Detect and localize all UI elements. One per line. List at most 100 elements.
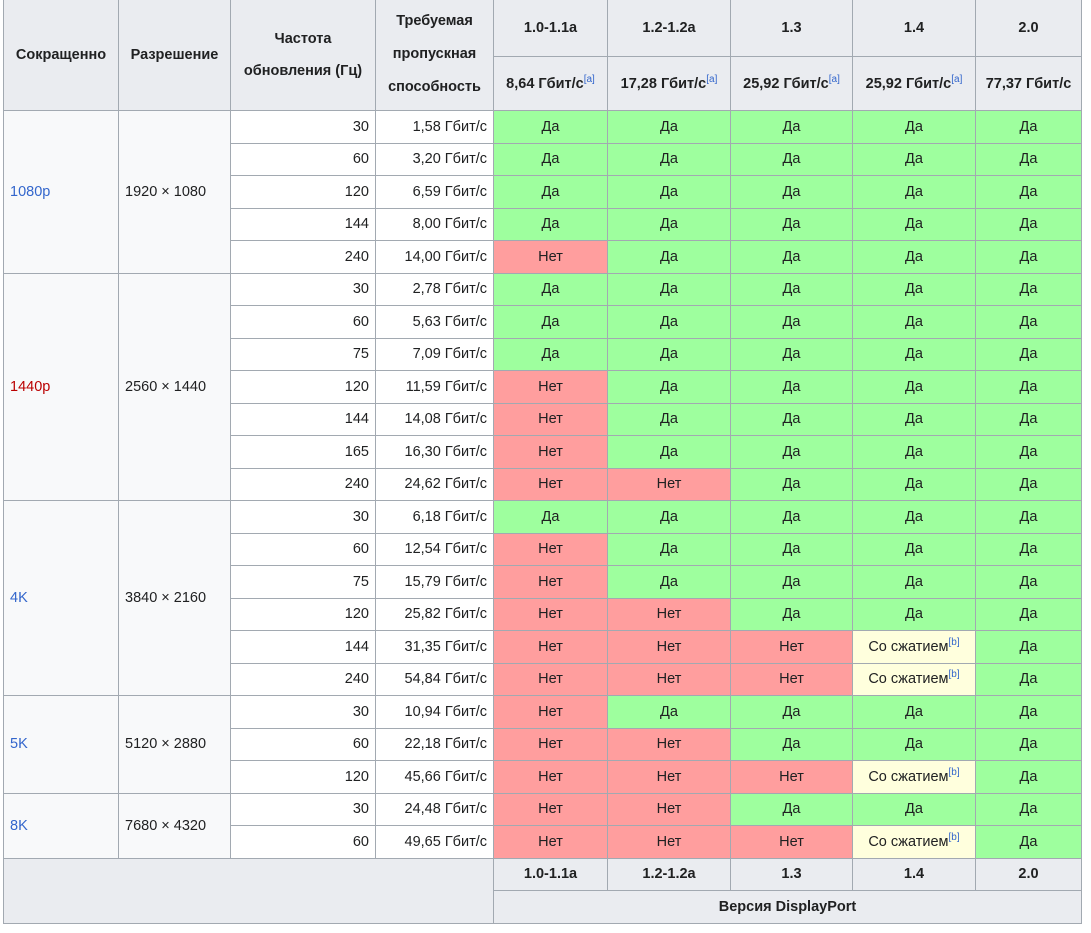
support-yes-cell: Да [975, 532, 1082, 566]
col-header-resolution: Разрешение [118, 0, 231, 111]
support-yes-cell: Да [975, 500, 1082, 534]
support-yes-cell: Да [730, 272, 853, 306]
compression-label: Со сжатием [868, 638, 949, 655]
support-yes-cell: Да [730, 565, 853, 599]
support-yes-cell: Да [730, 695, 853, 729]
support-yes-cell: Да [607, 337, 731, 371]
table-row: 120 6,59 Гбит/с Да Да Да Да Да [4, 175, 1082, 209]
version-rate: 25,92 Гбит/с [743, 75, 829, 92]
support-yes-cell: Да [493, 207, 608, 241]
table-row: 5K 5120 × 2880 30 10,94 Гбит/с Нет Да Да Да Да [3, 695, 1082, 794]
support-yes-cell: Да [852, 240, 976, 274]
support-yes-cell: Да [975, 467, 1082, 501]
footnote-link-a[interactable]: [a] [583, 73, 595, 85]
refresh-rate-cell: 75 [230, 337, 376, 371]
support-yes-cell: Да [975, 760, 1082, 794]
footer-empty-cell [3, 857, 494, 924]
support-yes-cell: Да [730, 792, 853, 826]
support-yes-cell: Да [975, 565, 1082, 599]
support-yes-cell: Да [975, 175, 1082, 209]
footer-row-caption: Версия DisplayPort [4, 889, 1082, 924]
support-yes-cell: Да [852, 792, 976, 826]
support-yes-cell: Да [975, 142, 1082, 176]
refresh-rate-cell: 30 [230, 792, 376, 826]
support-yes-cell: Да [607, 695, 731, 729]
support-yes-cell: Да [975, 597, 1082, 631]
support-yes-cell: Да [607, 305, 731, 339]
footnote-link-b[interactable]: [b] [948, 636, 960, 648]
resolution-cell: 1920 × 1080 [118, 110, 231, 274]
support-yes-cell: Да [852, 207, 976, 241]
support-no-cell: Нет [607, 630, 731, 664]
support-no-cell: Нет [493, 435, 608, 469]
support-yes-cell: Да [493, 272, 608, 306]
support-no-cell: Нет [493, 760, 608, 794]
footnote-link-a[interactable]: [a] [828, 73, 840, 85]
abbr-link[interactable]: 8K [10, 817, 28, 834]
support-yes-cell: Да [607, 402, 731, 436]
support-no-cell: Нет [607, 662, 731, 696]
support-yes-cell: Да [607, 435, 731, 469]
bandwidth-header-line2: пропускная [392, 46, 477, 62]
support-no-cell: Нет [493, 727, 608, 761]
footnote-link-a[interactable]: [a] [951, 73, 963, 85]
support-yes-cell: Да [852, 565, 976, 599]
table-row: 75 7,09 Гбит/с Да Да Да Да Да [4, 337, 1082, 371]
support-yes-cell: Да [730, 370, 853, 404]
version-header: 1.4 [852, 0, 976, 57]
refresh-rate-cell: 30 [230, 272, 376, 306]
refresh-rate-cell: 30 [230, 695, 376, 729]
table-body: 1080p 1920 × 1080 30 1,58 Гбит/с Да Да Да Да Да 6… [3, 110, 1082, 859]
footer-version: 2.0 [975, 857, 1082, 891]
refresh-rate-cell: 240 [230, 467, 376, 501]
support-yes-cell: Да [493, 142, 608, 176]
support-yes-cell: Да [975, 305, 1082, 339]
footnote-link-b[interactable]: [b] [948, 669, 960, 681]
table-row: 120 11,59 Гбит/с Нет Да Да Да Да [4, 370, 1082, 404]
version-rate-header: 25,92 Гбит/с[a] [730, 56, 853, 111]
footer-version: 1.4 [852, 857, 976, 891]
refresh-rate-cell: 60 [230, 305, 376, 339]
abbr-link[interactable]: 5K [10, 736, 28, 753]
support-yes-cell: Да [975, 240, 1082, 274]
support-yes-cell: Да [493, 110, 608, 144]
footnote-link-b[interactable]: [b] [948, 831, 960, 843]
refresh-rate-cell: 75 [230, 565, 376, 599]
support-yes-cell: Да [975, 207, 1082, 241]
refresh-rate-cell: 144 [230, 630, 376, 664]
support-yes-cell: Да [852, 337, 976, 371]
support-no-cell: Нет [607, 597, 731, 631]
support-no-cell: Нет [607, 727, 731, 761]
table-row: 60 22,18 Гбит/с Нет Нет Да Да Да [4, 727, 1082, 761]
support-yes-cell: Да [730, 727, 853, 761]
abbr-link[interactable]: 1080p [10, 183, 51, 200]
bandwidth-cell: 1,58 Гбит/с [375, 110, 494, 144]
support-no-cell: Нет [730, 630, 853, 664]
footnote-link-a[interactable]: [a] [706, 73, 718, 85]
support-yes-cell: Да [975, 402, 1082, 436]
col-header-short: Сокращенно [3, 0, 119, 111]
refresh-rate-cell: 30 [230, 500, 376, 534]
support-yes-cell: Да [730, 467, 853, 501]
refresh-rate-cell: 60 [230, 142, 376, 176]
bandwidth-cell: 2,78 Гбит/с [375, 272, 494, 306]
table-row: 120 45,66 Гбит/с Нет Нет Нет Со сжатием[b] Да [4, 760, 1082, 794]
abbr-link[interactable]: 1440p [10, 378, 51, 395]
bandwidth-cell: 25,82 Гбит/с [375, 597, 494, 631]
support-no-cell: Нет [493, 565, 608, 599]
support-yes-cell: Да [852, 597, 976, 631]
support-yes-cell: Да [607, 207, 731, 241]
version-rate-header: 25,92 Гбит/с[a] [852, 56, 976, 111]
support-no-cell: Нет [730, 662, 853, 696]
support-no-cell: Нет [493, 532, 608, 566]
abbr-link[interactable]: 4K [10, 590, 28, 606]
version-rate-header: 77,37 Гбит/с [975, 56, 1082, 111]
support-yes-cell: Да [607, 110, 731, 144]
support-yes-cell: Да [730, 337, 853, 371]
support-yes-cell: Да [852, 370, 976, 404]
table-row: 144 8,00 Гбит/с Да Да Да Да Да [4, 207, 1082, 241]
footnote-link-b[interactable]: [b] [948, 766, 960, 778]
displayport-table-container: Сокращенно Разрешение Частота обновления… [3, 0, 1082, 924]
version-rate-header: 17,28 Гбит/с[a] [607, 56, 731, 111]
bandwidth-cell: 14,00 Гбит/с [375, 240, 494, 274]
